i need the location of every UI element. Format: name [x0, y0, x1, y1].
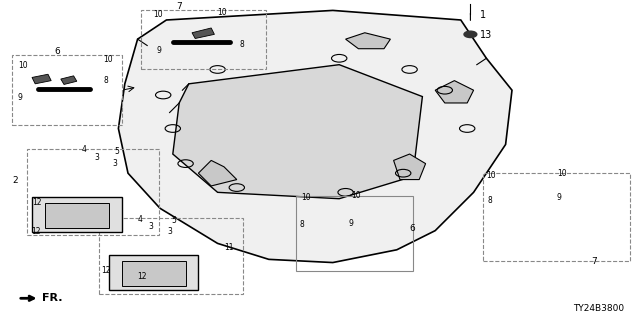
Text: 8: 8: [300, 220, 304, 229]
Text: 8: 8: [104, 76, 108, 85]
Text: 3: 3: [148, 222, 154, 231]
Polygon shape: [198, 160, 237, 186]
Text: 10: 10: [557, 169, 566, 178]
Text: 5: 5: [114, 147, 119, 156]
Polygon shape: [394, 154, 426, 180]
Text: 10: 10: [301, 193, 310, 202]
Text: 7: 7: [177, 2, 182, 11]
Text: 12: 12: [31, 228, 40, 236]
Text: 9: 9: [557, 193, 562, 202]
FancyBboxPatch shape: [32, 197, 122, 232]
Text: 10: 10: [218, 8, 227, 17]
Text: 9: 9: [157, 45, 162, 54]
Polygon shape: [435, 81, 474, 103]
Text: 6: 6: [55, 46, 60, 55]
Text: 3: 3: [168, 227, 173, 236]
Text: TY24B3800: TY24B3800: [573, 304, 624, 313]
FancyBboxPatch shape: [109, 255, 198, 290]
Polygon shape: [346, 33, 390, 49]
Text: 3: 3: [112, 158, 117, 168]
Text: 8: 8: [488, 196, 492, 204]
Text: 10: 10: [104, 55, 113, 64]
Text: 4: 4: [82, 146, 87, 155]
Text: 1: 1: [480, 11, 486, 20]
Text: 4: 4: [138, 215, 143, 224]
Polygon shape: [192, 28, 214, 38]
Text: 10: 10: [351, 191, 360, 200]
PathPatch shape: [118, 11, 512, 262]
Text: 5: 5: [172, 216, 177, 225]
Text: 7: 7: [591, 257, 596, 266]
Circle shape: [464, 31, 477, 37]
Text: 13: 13: [480, 29, 492, 40]
Text: 6: 6: [410, 224, 415, 233]
Text: 8: 8: [240, 40, 244, 49]
Text: 2: 2: [12, 176, 18, 185]
Text: 9: 9: [349, 219, 354, 228]
Text: 12: 12: [138, 272, 147, 281]
FancyBboxPatch shape: [122, 260, 186, 285]
Text: 12: 12: [32, 198, 42, 207]
PathPatch shape: [173, 65, 422, 199]
Text: FR.: FR.: [20, 293, 63, 303]
Text: 10: 10: [154, 10, 163, 19]
Polygon shape: [61, 76, 77, 84]
FancyBboxPatch shape: [45, 203, 109, 228]
Text: 12: 12: [101, 266, 111, 275]
Polygon shape: [32, 74, 51, 84]
Text: 10: 10: [486, 171, 496, 180]
Text: 10: 10: [18, 61, 28, 70]
Text: 9: 9: [18, 93, 23, 102]
Text: 11: 11: [224, 244, 234, 252]
Text: 3: 3: [95, 153, 100, 163]
